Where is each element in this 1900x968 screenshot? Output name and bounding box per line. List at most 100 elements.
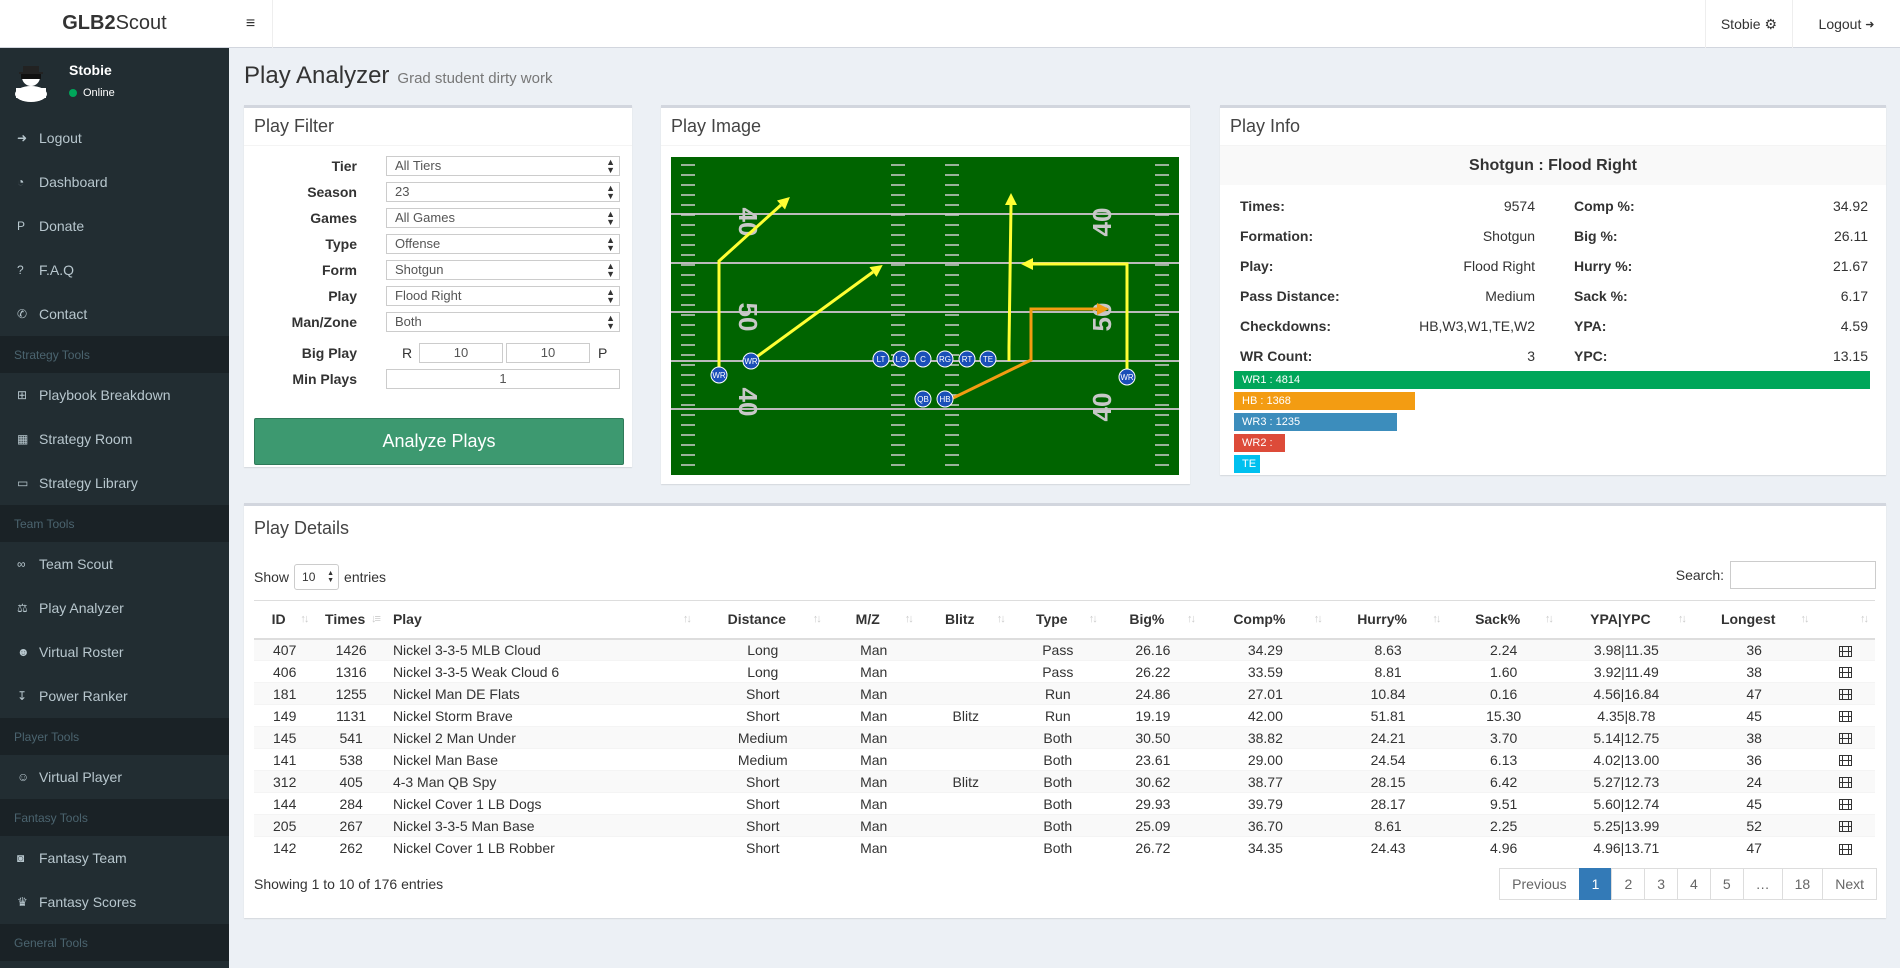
film-icon[interactable]: [1838, 777, 1852, 789]
column-header-play[interactable]: Play ↑↓: [386, 600, 698, 640]
sidebar-item-f-a-q[interactable]: ? F.A.Q: [0, 248, 229, 292]
page-button-18[interactable]: 18: [1781, 868, 1824, 900]
view-film-cell[interactable]: [1815, 682, 1875, 705]
min-plays-input[interactable]: 1: [386, 369, 620, 389]
sidebar-item-virtual-roster[interactable]: ☻ Virtual Roster: [0, 630, 229, 674]
view-film-cell[interactable]: [1815, 726, 1875, 749]
page-button-3[interactable]: 3: [1644, 868, 1679, 900]
view-film-cell[interactable]: [1815, 638, 1875, 661]
column-header-times[interactable]: Times ↓≡: [315, 600, 387, 640]
sidebar-item-logout[interactable]: ➜ Logout: [0, 116, 229, 160]
table-cell: 145: [254, 726, 316, 749]
play-image-box: Play Image 40 50 40 40 50 40 WR WR LT LG C RG RT TE W…: [661, 105, 1190, 484]
chevron-updown-icon: ▲ ▼: [606, 261, 615, 279]
film-icon[interactable]: [1838, 733, 1852, 745]
sidebar-item-strategy-library[interactable]: ▭ Strategy Library: [0, 461, 229, 505]
type-select[interactable]: Offense ▲ ▼: [386, 234, 620, 254]
view-film-cell[interactable]: [1815, 836, 1875, 859]
table-cell: Pass: [1011, 660, 1104, 683]
column-header-distance[interactable]: Distance ↑↓: [697, 600, 828, 640]
view-film-cell[interactable]: [1815, 660, 1875, 683]
film-icon[interactable]: [1838, 689, 1852, 701]
sidebar-item-label: Playbook Breakdown: [39, 387, 171, 403]
table-cell: Man: [827, 704, 920, 727]
table-cell: 34.35: [1201, 836, 1329, 859]
column-header-big[interactable]: Big% ↑↓: [1103, 600, 1202, 640]
sidebar-item-virtual-player[interactable]: ☺ Virtual Player: [0, 755, 229, 799]
page-title: Play Analyzer: [244, 62, 390, 89]
table-cell: Nickel 3-3-5 Weak Cloud 6: [386, 660, 698, 683]
table-cell: Man: [827, 836, 920, 859]
column-header-longest[interactable]: Longest ↑↓: [1692, 600, 1816, 640]
column-header-ypa-ypc[interactable]: YPA|YPC ↑↓: [1559, 600, 1693, 640]
film-icon[interactable]: [1838, 799, 1852, 811]
table-cell: 36.70: [1201, 814, 1329, 837]
route-path: [1007, 204, 1013, 361]
table-cell: [919, 726, 1012, 749]
view-film-cell[interactable]: [1815, 704, 1875, 727]
big-play-pass-input[interactable]: 10: [506, 343, 590, 363]
logout-link[interactable]: Logout ➜: [1792, 0, 1900, 48]
view-film-cell[interactable]: [1815, 792, 1875, 815]
column-header-sack[interactable]: Sack% ↑↓: [1447, 600, 1560, 640]
sidebar: Stobie Online ➜ Logout ◔ Dashboard P Donate? F…: [0, 48, 229, 968]
tier-select[interactable]: All Tiers ▲ ▼: [386, 156, 620, 176]
film-icon[interactable]: [1838, 843, 1852, 855]
page-button-previous[interactable]: Previous: [1499, 868, 1580, 900]
column-header-m-z[interactable]: M/Z ↑↓: [827, 600, 920, 640]
sidebar-item-playbook-breakdown[interactable]: ⊞ Playbook Breakdown: [0, 373, 229, 417]
column-header-actions[interactable]: ↑↓: [1815, 600, 1875, 640]
page-button-2[interactable]: 2: [1611, 868, 1646, 900]
film-icon[interactable]: [1838, 645, 1852, 657]
sidebar-item-fantasy-team[interactable]: ◙ Fantasy Team: [0, 836, 229, 880]
film-icon[interactable]: [1838, 755, 1852, 767]
page-button-1[interactable]: 1: [1578, 868, 1613, 900]
film-icon[interactable]: [1838, 667, 1852, 679]
search-input[interactable]: [1730, 561, 1876, 589]
table-cell: [919, 682, 1012, 705]
sidebar-item-contact[interactable]: ✆ Contact: [0, 292, 229, 336]
film-icon[interactable]: [1838, 711, 1852, 723]
form-select[interactable]: Shotgun ▲ ▼: [386, 260, 620, 280]
page-button-next[interactable]: Next: [1822, 868, 1877, 900]
man-zone-select[interactable]: Both ▲ ▼: [386, 312, 620, 332]
table-cell: 25.09: [1103, 814, 1202, 837]
table-row: 205 267 Nickel 3-3-5 Man Base Short Man Both 2…: [254, 814, 1875, 837]
app-logo[interactable]: GLB2 Scout: [0, 0, 229, 48]
sidebar-item-dashboard[interactable]: ◔ Dashboard: [0, 160, 229, 204]
table-cell: 407: [254, 638, 316, 661]
user-menu-link[interactable]: Stobie ⚙: [1704, 0, 1792, 48]
sidebar-item-power-ranker[interactable]: ↧ Power Ranker: [0, 674, 229, 718]
page-button-5[interactable]: 5: [1709, 868, 1744, 900]
column-header-blitz[interactable]: Blitz ↑↓: [919, 600, 1012, 640]
sort-icon: ↑↓: [1313, 613, 1323, 625]
big-play-run-input[interactable]: 10: [419, 343, 503, 363]
film-icon[interactable]: [1838, 821, 1852, 833]
view-film-cell[interactable]: [1815, 814, 1875, 837]
dashboard-icon: ◔: [17, 175, 25, 189]
view-film-cell[interactable]: [1815, 770, 1875, 793]
column-header-comp[interactable]: Comp% ↑↓: [1201, 600, 1329, 640]
season-select[interactable]: 23 ▲ ▼: [386, 182, 620, 202]
analyze-plays-button[interactable]: Analyze Plays: [254, 418, 624, 465]
table-cell: Nickel Storm Brave: [386, 704, 698, 727]
column-header-id[interactable]: ID ↑↓: [254, 600, 316, 640]
sidebar-item-play-analyzer[interactable]: ⚖ Play Analyzer: [0, 586, 229, 630]
column-header-hurry[interactable]: Hurry% ↑↓: [1328, 600, 1448, 640]
sidebar-item-strategy-room[interactable]: ▦ Strategy Room: [0, 417, 229, 461]
page-button-4[interactable]: 4: [1677, 868, 1711, 900]
user-icon: ☺: [17, 770, 30, 784]
entries-per-page-select[interactable]: 10 ▲ ▼: [294, 564, 340, 590]
sidebar-item-donate[interactable]: P Donate: [0, 204, 229, 248]
view-film-cell[interactable]: [1815, 748, 1875, 771]
column-header-type[interactable]: Type ↑↓: [1011, 600, 1104, 640]
table-cell: 38: [1692, 660, 1816, 683]
sort-icon: ↑↓: [904, 613, 914, 625]
sidebar-toggle-button[interactable]: ≡: [229, 0, 273, 48]
play-select[interactable]: Flood Right ▲ ▼: [386, 286, 620, 306]
games-select[interactable]: All Games ▲ ▼: [386, 208, 620, 228]
sidebar-item-team-scout[interactable]: ∞ Team Scout: [0, 542, 229, 586]
sidebar-item-fantasy-scores[interactable]: ♛ Fantasy Scores: [0, 880, 229, 924]
table-cell: 30.62: [1103, 770, 1202, 793]
